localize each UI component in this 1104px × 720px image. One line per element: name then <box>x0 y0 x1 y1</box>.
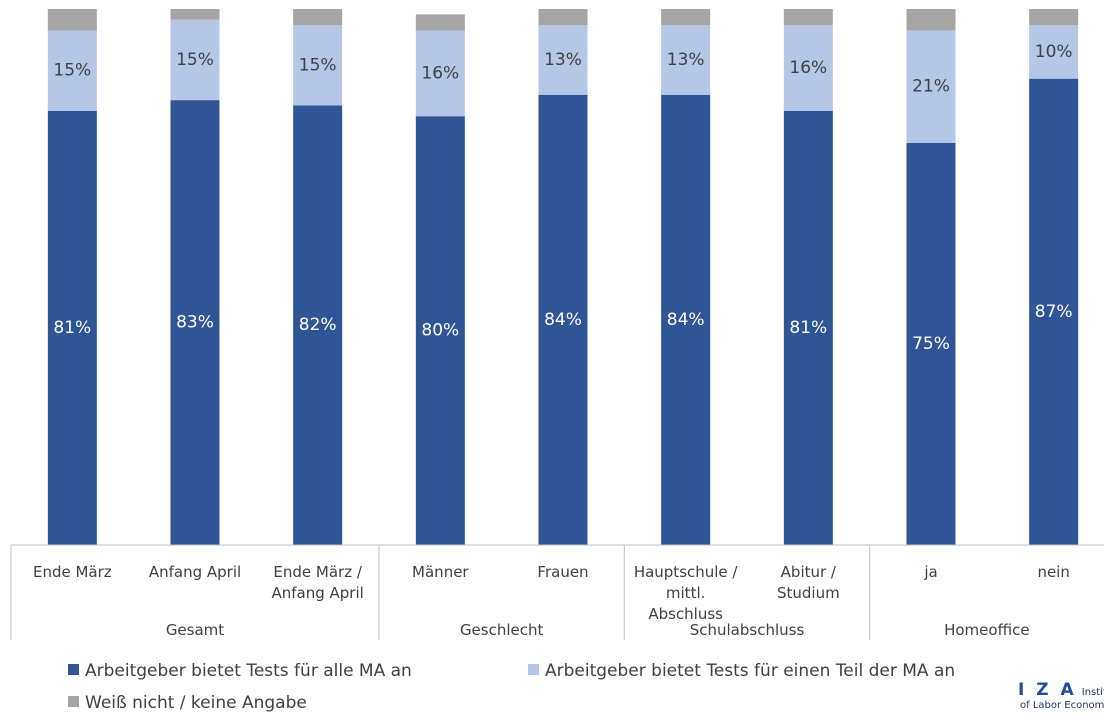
legend-swatch <box>68 696 79 707</box>
bar-segment <box>661 94 711 545</box>
bar-segment <box>415 116 465 545</box>
bar-segment <box>906 9 956 31</box>
legend-swatch <box>528 664 539 675</box>
logo-text: Institute <box>1081 687 1104 698</box>
logo-text: of Labor Economics <box>1020 700 1104 711</box>
bar-segment <box>293 25 343 106</box>
bar-segment <box>293 9 343 26</box>
group-label: Homeoffice <box>944 621 1030 639</box>
bar-segment <box>1029 9 1079 26</box>
bar-segment <box>661 9 711 26</box>
legend-label: Arbeitgeber bietet Tests für einen Teil … <box>545 661 956 681</box>
bar-segment <box>170 9 220 20</box>
bar-segment <box>1029 78 1079 546</box>
group-label: Geschlecht <box>459 621 544 639</box>
bar-segment <box>47 110 97 545</box>
bar-segment <box>783 9 833 26</box>
group-label: Gesamt <box>165 621 225 639</box>
data-label: 83% <box>176 313 214 333</box>
bar-segment <box>293 105 343 545</box>
legend-swatch <box>68 664 79 675</box>
data-label: 84% <box>544 310 582 330</box>
bar-segment <box>170 19 220 101</box>
data-label: 10% <box>1035 42 1073 62</box>
x-tick-label: Abitur / Studium <box>776 563 840 602</box>
data-label: 16% <box>789 58 827 78</box>
x-tick-label: ja <box>924 563 938 581</box>
data-label: 13% <box>544 50 582 70</box>
legend-label: Arbeitgeber bietet Tests für alle MA an <box>85 661 412 681</box>
x-tick-label: Hauptschule / mittl. Abschluss <box>633 563 738 623</box>
bar-segment <box>538 9 588 26</box>
data-label: 81% <box>53 318 91 338</box>
bar-segment <box>783 110 833 545</box>
logo-mark: I Z A <box>1018 680 1077 700</box>
data-label: 15% <box>299 55 337 75</box>
bar-segment <box>47 9 97 31</box>
bar-segment <box>538 25 588 95</box>
data-label: 87% <box>1035 302 1073 322</box>
data-label: 21% <box>912 77 950 97</box>
bar-segment <box>47 30 97 111</box>
bar-segment <box>1029 25 1079 79</box>
data-label: 80% <box>421 321 459 341</box>
bar-segment <box>170 100 220 546</box>
data-label: 13% <box>667 50 705 70</box>
group-label: Schulabschluss <box>689 621 805 639</box>
x-tick-label: Frauen <box>537 563 589 581</box>
x-tick-label: Anfang April <box>148 563 242 581</box>
bar-segment <box>661 25 711 95</box>
logo: I Z A Institute of Labor Economics <box>1018 680 1104 711</box>
x-tick-label: Ende März <box>32 563 112 581</box>
bar-segment <box>415 30 465 117</box>
data-label: 15% <box>53 61 91 81</box>
legend-entry: Arbeitgeber bietet Tests für alle MA an <box>68 661 412 681</box>
bar-segment <box>415 14 465 31</box>
x-tick-label: Männer <box>412 563 469 581</box>
x-tick-label: nein <box>1037 563 1070 581</box>
data-label: 15% <box>176 50 214 70</box>
legend-label: Weiß nicht / keine Angabe <box>85 693 307 713</box>
data-label: 82% <box>299 315 337 335</box>
bar-segment <box>906 143 956 545</box>
data-label: 84% <box>667 310 705 330</box>
bar-segment <box>538 94 588 545</box>
bar-segment <box>906 30 956 143</box>
data-label: 75% <box>912 334 950 354</box>
x-tick-label: Ende März / Anfang April <box>271 563 364 602</box>
legend-entry: Arbeitgeber bietet Tests für einen Teil … <box>528 661 955 681</box>
data-label: 16% <box>421 63 459 83</box>
legend-entry: Weiß nicht / keine Angabe <box>68 693 307 713</box>
data-label: 81% <box>789 318 827 338</box>
bar-segment <box>783 25 833 111</box>
